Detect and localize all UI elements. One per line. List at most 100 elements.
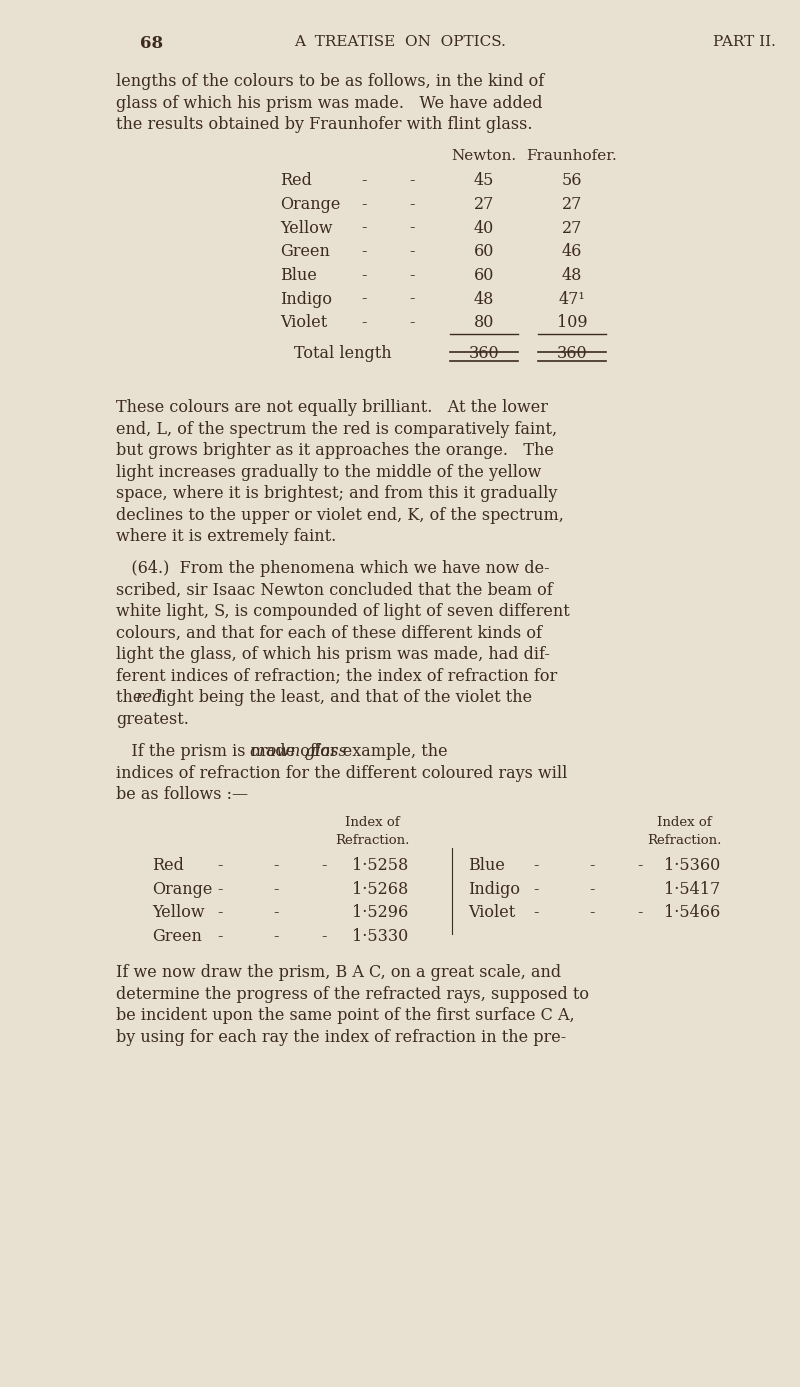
Text: -: - (362, 266, 366, 284)
Text: Yellow: Yellow (152, 904, 205, 921)
Text: 60: 60 (474, 243, 494, 261)
Text: the: the (116, 689, 147, 706)
Text: 1·5466: 1·5466 (664, 904, 720, 921)
Text: These colours are not equally brilliant.   At the lower: These colours are not equally brilliant.… (116, 399, 548, 416)
Text: greatest.: greatest. (116, 710, 189, 728)
Text: Index of: Index of (345, 816, 399, 829)
Text: Blue: Blue (468, 857, 505, 874)
Text: 60: 60 (474, 266, 494, 284)
Text: 47¹: 47¹ (558, 290, 586, 308)
Text: 1·5268: 1·5268 (352, 881, 408, 897)
Text: space, where it is brightest; and from this it gradually: space, where it is brightest; and from t… (116, 485, 558, 502)
Text: -: - (362, 243, 366, 261)
Text: 40: 40 (474, 219, 494, 237)
Text: -: - (410, 266, 414, 284)
Text: If the prism is made of: If the prism is made of (116, 743, 321, 760)
Text: -: - (274, 857, 278, 874)
Text: -: - (590, 904, 594, 921)
Text: light the glass, of which his prism was made, had dif-: light the glass, of which his prism was … (116, 646, 550, 663)
Text: -: - (638, 904, 642, 921)
Text: -: - (410, 315, 414, 331)
Text: be incident upon the same point of the first surface C A,: be incident upon the same point of the f… (116, 1007, 574, 1025)
Text: Yellow: Yellow (280, 219, 333, 237)
Text: -: - (218, 904, 222, 921)
Text: Indigo: Indigo (280, 290, 332, 308)
Text: 1·5258: 1·5258 (352, 857, 408, 874)
Text: Fraunhofer.: Fraunhofer. (526, 148, 618, 162)
Text: indices of refraction for the different coloured rays will: indices of refraction for the different … (116, 764, 567, 781)
Text: 360: 360 (557, 345, 587, 362)
Text: Violet: Violet (280, 315, 327, 331)
Text: 68: 68 (140, 35, 163, 51)
Text: 48: 48 (562, 266, 582, 284)
Text: -: - (590, 857, 594, 874)
Text: -: - (274, 928, 278, 945)
Text: the results obtained by Fraunhofer with flint glass.: the results obtained by Fraunhofer with … (116, 117, 533, 133)
Text: If we now draw the prism, B A C, on a great scale, and: If we now draw the prism, B A C, on a gr… (116, 964, 561, 982)
Text: end, L, of the spectrum the red is comparatively faint,: end, L, of the spectrum the red is compa… (116, 420, 557, 437)
Text: Violet: Violet (468, 904, 515, 921)
Text: Red: Red (152, 857, 184, 874)
Text: light increases gradually to the middle of the yellow: light increases gradually to the middle … (116, 463, 542, 480)
Text: 109: 109 (557, 315, 587, 331)
Text: -: - (410, 290, 414, 308)
Text: 1·5296: 1·5296 (352, 904, 408, 921)
Text: declines to the upper or violet end, K, of the spectrum,: declines to the upper or violet end, K, … (116, 506, 564, 523)
Text: Newton.: Newton. (451, 148, 517, 162)
Text: PART II.: PART II. (713, 35, 776, 49)
Text: , for example, the: , for example, the (305, 743, 448, 760)
Text: 80: 80 (474, 315, 494, 331)
Text: 27: 27 (474, 196, 494, 214)
Text: lengths of the colours to be as follows, in the kind of: lengths of the colours to be as follows,… (116, 74, 544, 90)
Text: Orange: Orange (280, 196, 340, 214)
Text: -: - (362, 172, 366, 189)
Text: crown glass: crown glass (250, 743, 346, 760)
Text: 56: 56 (562, 172, 582, 189)
Text: Green: Green (280, 243, 330, 261)
Text: 1·5417: 1·5417 (664, 881, 720, 897)
Text: -: - (218, 857, 222, 874)
Text: be as follows :—: be as follows :— (116, 786, 248, 803)
Text: -: - (274, 904, 278, 921)
Text: -: - (638, 857, 642, 874)
Text: colours, and that for each of these different kinds of: colours, and that for each of these diff… (116, 624, 542, 642)
Text: Green: Green (152, 928, 202, 945)
Text: -: - (362, 290, 366, 308)
Text: white light, S, is compounded of light of seven different: white light, S, is compounded of light o… (116, 603, 570, 620)
Text: -: - (322, 857, 326, 874)
Text: -: - (534, 857, 538, 874)
Text: -: - (534, 904, 538, 921)
Text: -: - (590, 881, 594, 897)
Text: 27: 27 (562, 196, 582, 214)
Text: -: - (410, 172, 414, 189)
Text: (64.)  From the phenomena which we have now de-: (64.) From the phenomena which we have n… (116, 560, 550, 577)
Text: Total length: Total length (294, 345, 392, 362)
Text: Red: Red (280, 172, 312, 189)
Text: -: - (218, 928, 222, 945)
Text: -: - (410, 196, 414, 214)
Text: -: - (322, 928, 326, 945)
Text: ferent indices of refraction; the index of refraction for: ferent indices of refraction; the index … (116, 667, 558, 685)
Text: scribed, sir Isaac Newton concluded that the beam of: scribed, sir Isaac Newton concluded that… (116, 581, 553, 599)
Text: -: - (218, 881, 222, 897)
Text: -: - (362, 196, 366, 214)
Text: Indigo: Indigo (468, 881, 520, 897)
Text: where it is extremely faint.: where it is extremely faint. (116, 528, 336, 545)
Text: -: - (274, 881, 278, 897)
Text: A  TREATISE  ON  OPTICS.: A TREATISE ON OPTICS. (294, 35, 506, 49)
Text: -: - (362, 315, 366, 331)
Text: by using for each ray the index of refraction in the pre-: by using for each ray the index of refra… (116, 1029, 566, 1046)
Text: -: - (410, 243, 414, 261)
Text: light being the least, and that of the violet the: light being the least, and that of the v… (150, 689, 532, 706)
Text: Refraction.: Refraction. (647, 835, 721, 847)
Text: determine the progress of the refracted rays, supposed to: determine the progress of the refracted … (116, 986, 589, 1003)
Text: 27: 27 (562, 219, 582, 237)
Text: 46: 46 (562, 243, 582, 261)
Text: red: red (136, 689, 163, 706)
Text: -: - (362, 219, 366, 237)
Text: -: - (534, 881, 538, 897)
Text: 48: 48 (474, 290, 494, 308)
Text: glass of which his prism was made.   We have added: glass of which his prism was made. We ha… (116, 94, 542, 112)
Text: Index of: Index of (657, 816, 711, 829)
Text: 360: 360 (469, 345, 499, 362)
